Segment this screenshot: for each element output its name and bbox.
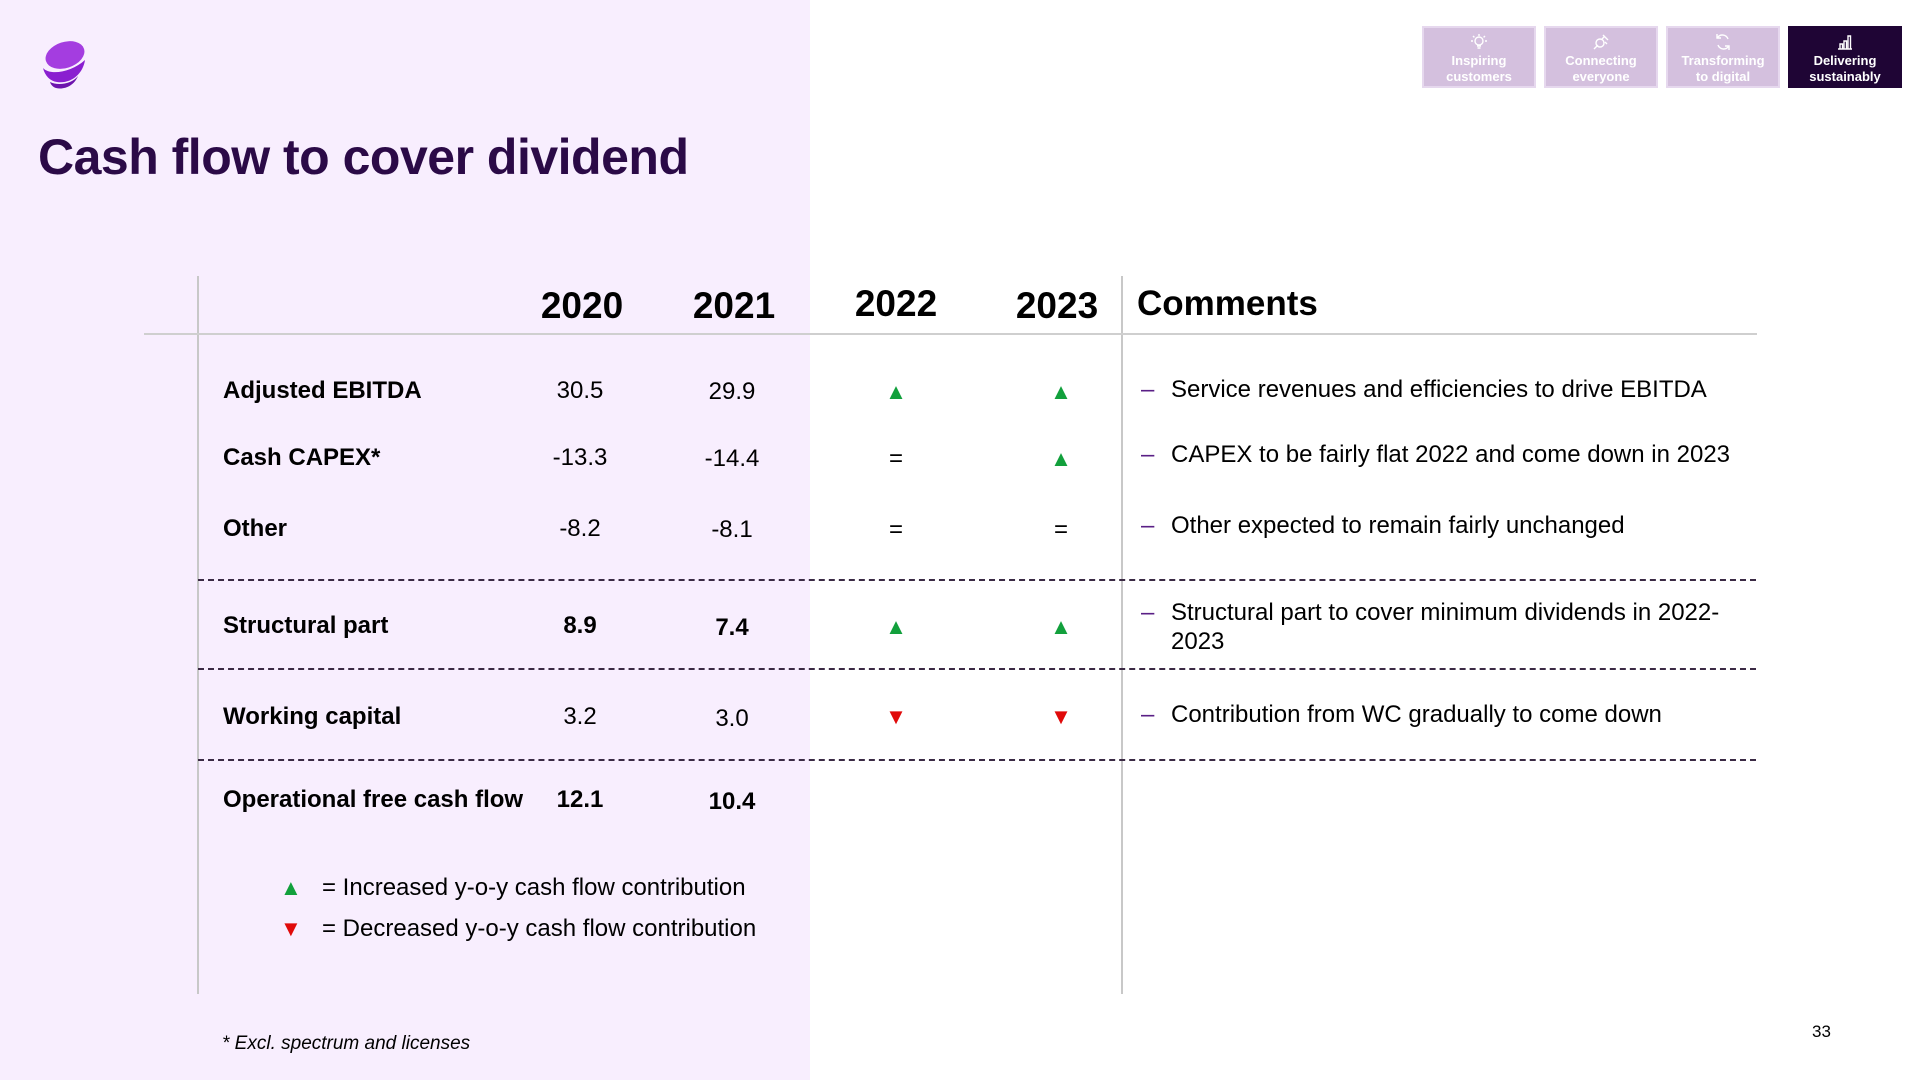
table-left-border: [197, 276, 199, 994]
indicator-2023-triangle-up-icon: ▲: [1050, 614, 1072, 639]
value-2021: -8.1: [711, 516, 753, 543]
value-2020: 8.9: [563, 612, 597, 639]
value-2020: -8.2: [559, 515, 601, 542]
satellite-icon: [1593, 34, 1609, 50]
comment-dash: –: [1141, 512, 1155, 539]
value-2021: 3.0: [715, 705, 749, 732]
triangle-down-icon: ▼: [280, 916, 302, 941]
value-2020: 3.2: [563, 703, 597, 730]
row-label: Operational free cash flow: [223, 786, 524, 813]
row-label: Cash CAPEX*: [223, 444, 381, 471]
nav-tab-inspiring-customers[interactable]: Inspiring customers: [1422, 26, 1536, 88]
nav-tab-label: Connecting: [1565, 53, 1637, 68]
legend-text: = Decreased y-o-y cash flow contribution: [322, 915, 757, 942]
indicator-2023: =: [1053, 516, 1068, 543]
comment-text: Other expected to remain fairly unchange…: [1171, 512, 1625, 539]
refresh-icon: [1716, 34, 1730, 50]
value-2021: -14.4: [704, 445, 760, 472]
comment-dash: –: [1141, 701, 1155, 728]
nav-tab-label: Delivering: [1813, 53, 1877, 68]
indicator-2023-triangle-down-icon: ▼: [1050, 704, 1072, 729]
row-divider: [198, 668, 1756, 670]
comment: – Service revenues and efficiencies to d…: [1141, 375, 1761, 404]
comment: – CAPEX to be fairly flat 2022 and come …: [1141, 440, 1761, 469]
row-divider: [198, 759, 1756, 761]
column-header-2022: 2022: [854, 283, 938, 324]
comment-text: CAPEX to be fairly flat 2022 and come do…: [1171, 441, 1731, 468]
column-header-2020: 2020: [540, 285, 624, 326]
nav-tab-label: customers: [1446, 69, 1512, 84]
column-header-2023: 2023: [1015, 285, 1099, 326]
comment-dash: –: [1141, 441, 1155, 468]
header-underline: [144, 333, 1757, 335]
row-divider: [198, 579, 1756, 581]
comment: – Other expected to remain fairly unchan…: [1141, 511, 1761, 540]
column-header-comments: Comments: [1137, 284, 1318, 323]
nav-tab-label: sustainably: [1809, 69, 1881, 84]
lightbulb-icon: [1471, 34, 1487, 49]
value-2021: 7.4: [715, 614, 749, 641]
indicator-2022: =: [888, 516, 903, 543]
comments-divider: [1121, 276, 1123, 994]
comment-text: Service revenues and efficiencies to dri…: [1171, 376, 1707, 403]
row-label: Other: [223, 515, 288, 542]
indicator-2023-triangle-up-icon: ▲: [1050, 446, 1072, 471]
bar-chart-icon: [1838, 35, 1852, 50]
nav-tab-label: Transforming: [1681, 53, 1765, 68]
company-logo-icon: [43, 41, 85, 89]
nav-tab-connecting-everyone[interactable]: Connecting everyone: [1544, 26, 1658, 88]
nav-tab-delivering-sustainably[interactable]: Delivering sustainably: [1788, 26, 1902, 88]
value-2021: 10.4: [708, 788, 756, 815]
nav-tab-label: to digital: [1695, 69, 1751, 84]
comment: – Contribution from WC gradually to come…: [1141, 700, 1761, 729]
page-number: 33: [1812, 1022, 1831, 1041]
row-label: Adjusted EBITDA: [223, 377, 422, 404]
indicator-2022-triangle-up-icon: ▲: [885, 614, 907, 639]
value-2020: 12.1: [556, 786, 604, 813]
highlight-panel: [0, 0, 810, 1080]
page-title: Cash flow to cover dividend: [38, 129, 689, 185]
comment-dash: –: [1141, 376, 1155, 403]
comment: – Structural part to cover minimum divid…: [1141, 598, 1741, 656]
legend-decrease: ▼ = Decreased y-o-y cash flow contributi…: [280, 915, 756, 943]
indicator-2022: =: [888, 445, 903, 472]
nav-tab-label: Inspiring: [1451, 53, 1507, 68]
indicator-2023-triangle-up-icon: ▲: [1050, 379, 1072, 404]
nav-tab-transforming-digital[interactable]: Transforming to digital: [1666, 26, 1780, 88]
triangle-up-icon: ▲: [280, 875, 302, 900]
value-2020: -13.3: [552, 444, 608, 471]
nav-tab-label: everyone: [1572, 69, 1630, 84]
indicator-2022-triangle-up-icon: ▲: [885, 379, 907, 404]
row-label: Structural part: [223, 612, 389, 639]
legend-increase: ▲ = Increased y-o-y cash flow contributi…: [280, 874, 746, 902]
value-2020: 30.5: [556, 377, 604, 404]
row-label: Working capital: [223, 703, 402, 730]
comment-text: Contribution from WC gradually to come d…: [1171, 701, 1662, 728]
comment-text: Structural part to cover minimum dividen…: [1171, 599, 1720, 655]
value-2021: 29.9: [708, 378, 756, 405]
indicator-2022-triangle-down-icon: ▼: [885, 704, 907, 729]
footnote: * Excl. spectrum and licenses: [222, 1033, 471, 1054]
comment-dash: –: [1141, 599, 1155, 626]
column-header-2021: 2021: [692, 285, 776, 326]
legend-text: = Increased y-o-y cash flow contribution: [322, 874, 746, 901]
section-nav: Inspiring customers Connecting everyone …: [1422, 26, 1902, 88]
